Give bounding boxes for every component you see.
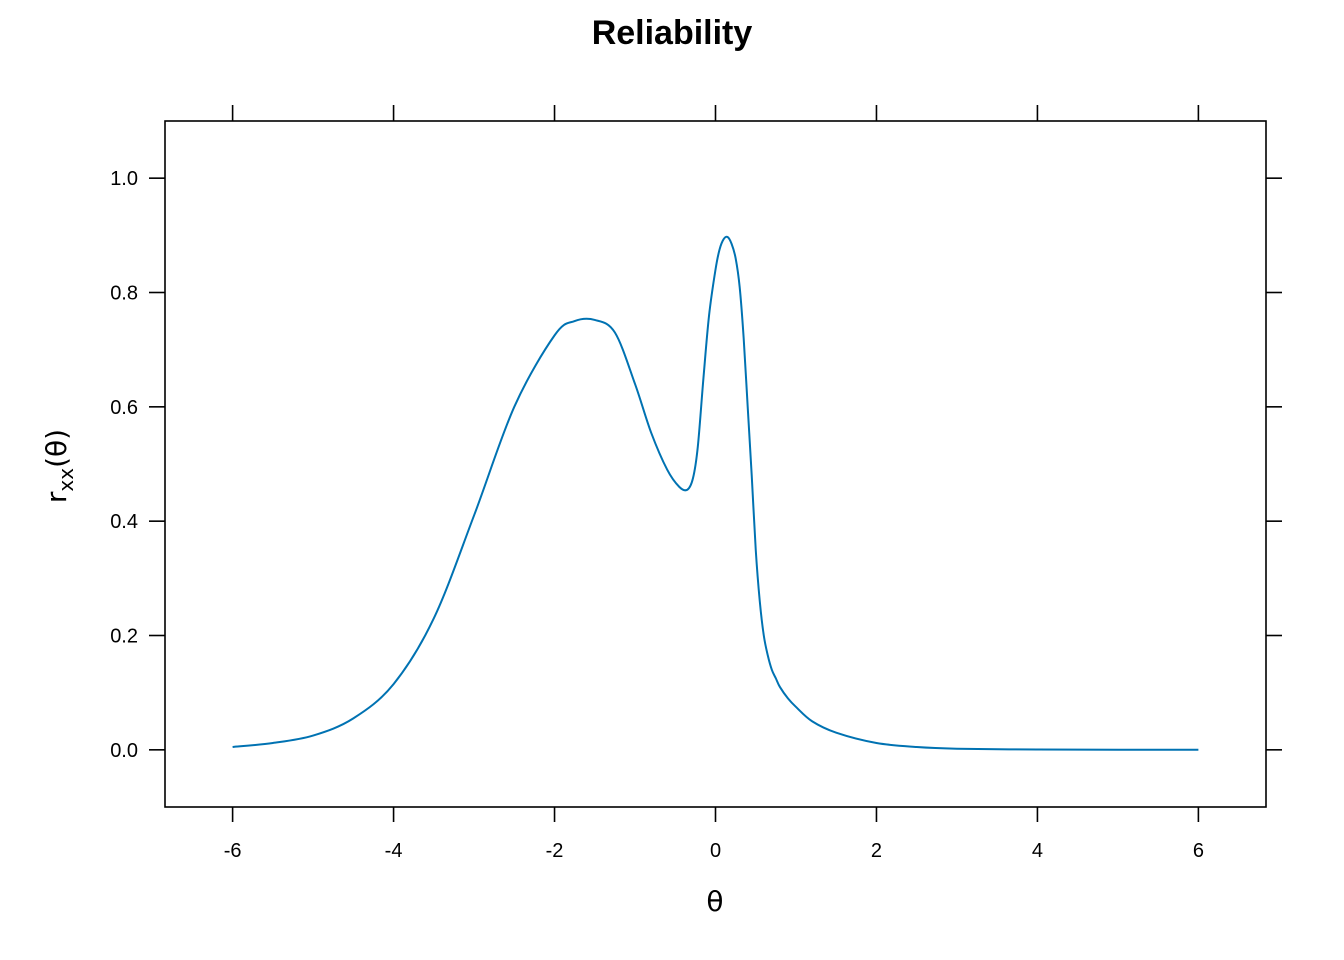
x-tick-label: 4 — [1032, 840, 1043, 862]
x-axis: -6 -4 -2 0 2 4 6 — [224, 105, 1204, 862]
y-tick-label: 0.0 — [110, 740, 138, 762]
chart-title: Reliability — [592, 14, 753, 52]
y-axis: 0.0 0.2 0.4 0.6 0.8 1.0 — [110, 168, 1282, 762]
y-tick-label: 1.0 — [110, 168, 138, 190]
y-axis-title: rxx(θ) — [40, 429, 78, 503]
x-axis-title: θ — [706, 885, 723, 918]
y-tick-label: 0.8 — [110, 283, 138, 305]
plot-frame — [164, 120, 1267, 808]
reliability-curve — [232, 235, 1199, 751]
x-tick-label: -4 — [385, 840, 403, 862]
x-tick-label: 6 — [1193, 840, 1204, 862]
y-tick-label: 0.6 — [110, 397, 138, 419]
x-tick-label: -6 — [224, 840, 242, 862]
x-tick-label: -2 — [546, 840, 564, 862]
y-tick-label: 0.2 — [110, 626, 138, 648]
x-tick-label: 2 — [871, 840, 882, 862]
y-tick-label: 0.4 — [110, 511, 138, 533]
x-tick-label: 0 — [710, 840, 721, 862]
